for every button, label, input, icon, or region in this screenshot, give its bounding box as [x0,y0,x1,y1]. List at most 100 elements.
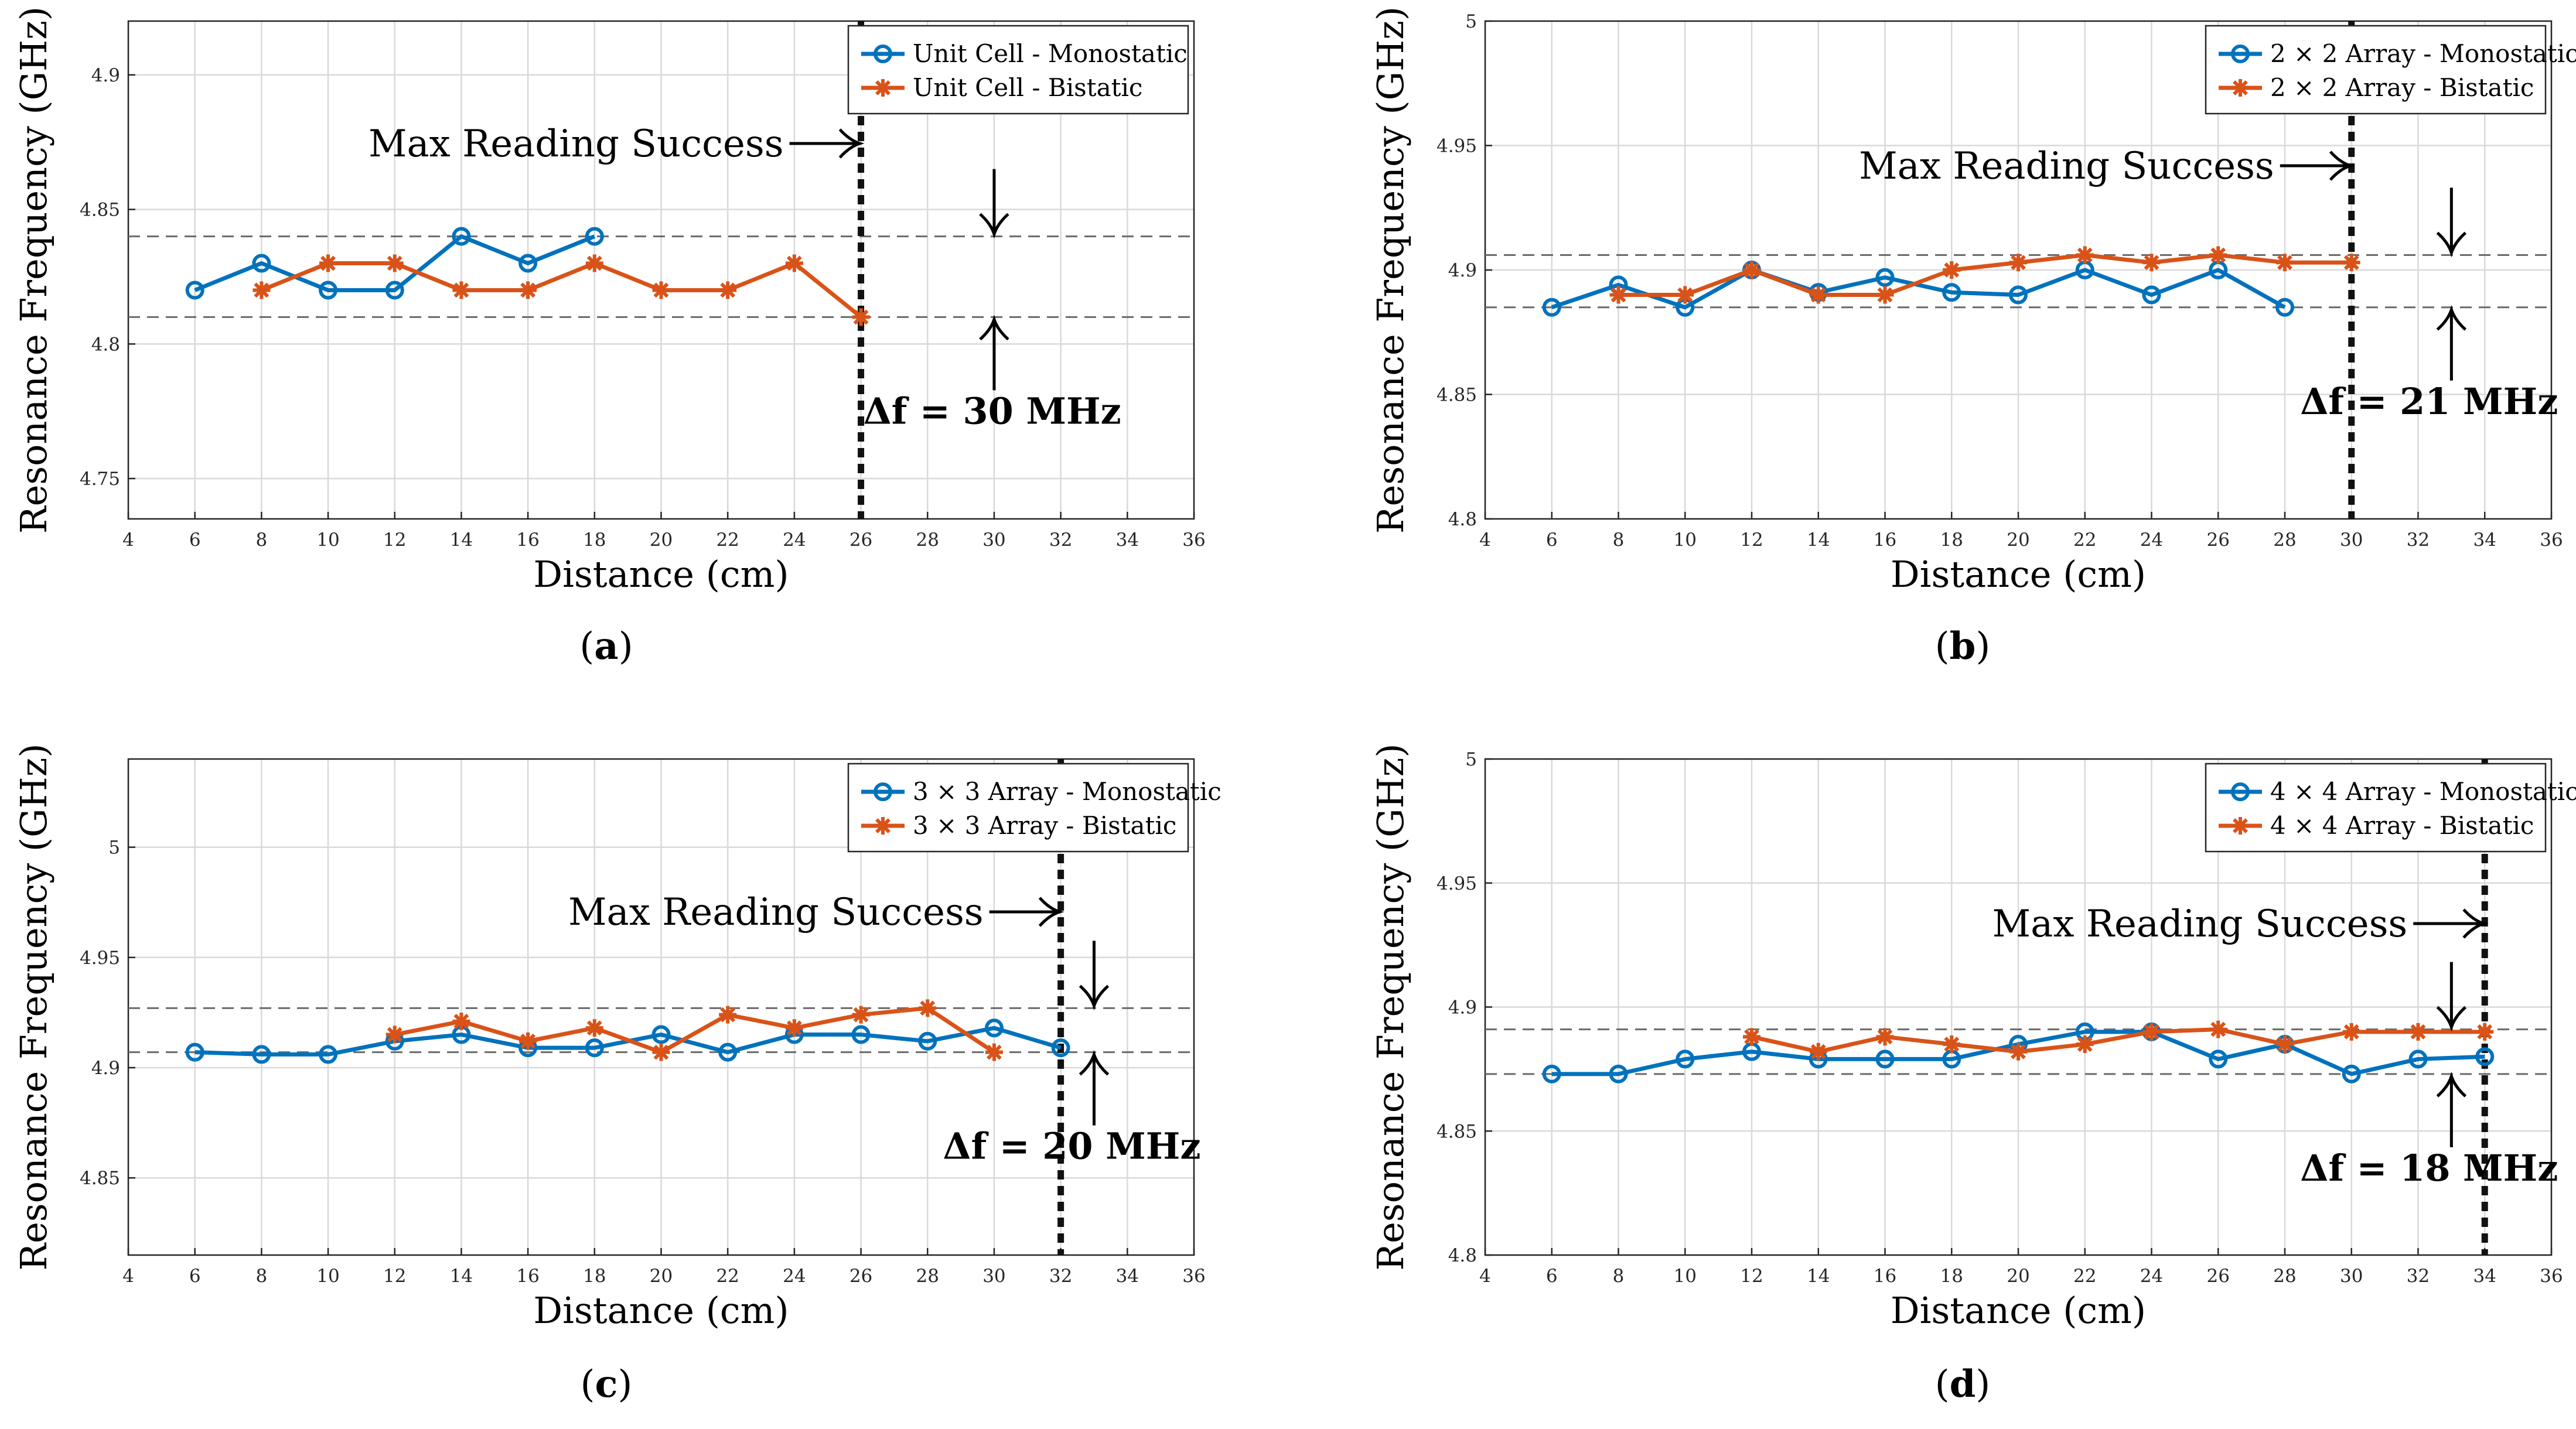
data-point-bistatic [1876,1028,1894,1046]
x-tick-label: 20 [650,1266,673,1287]
data-point-bistatic [452,1012,470,1030]
x-tick-label: 34 [1116,529,1139,551]
data-point-bistatic [452,281,470,299]
data-point-monostatic [585,1038,604,1058]
x-tick-label: 20 [2007,1266,2029,1287]
caption-paren: ( [581,1363,595,1406]
data-point-bistatic [1943,1035,1961,1054]
caption-paren: ( [1935,1363,1950,1406]
caption-paren: ) [619,625,633,668]
data-point-bistatic [2009,254,2027,272]
data-point-bistatic [2009,1042,2027,1061]
legend-box [847,25,1189,115]
data-point-monostatic [1676,1049,1695,1069]
delta-f-label: Δf = 30 MHz [864,389,1121,432]
x-tick-label: 22 [2073,1266,2096,1287]
panel-caption: (a) [579,624,633,668]
y-tick-label: 4.95 [1437,136,1477,157]
delta-bottom-arrow-head [2436,305,2467,331]
data-point-monostatic [2142,285,2161,305]
caption-paren: ) [1975,1363,1990,1406]
caption-paren: ( [1935,625,1950,668]
x-tick-label: 22 [716,1266,739,1287]
x-tick-label: 4 [1479,1266,1491,1287]
x-tick-label: 34 [2473,1266,2496,1287]
data-point-bistatic [1809,286,1827,304]
x-tick-label: 4 [122,529,134,551]
x-tick-label: 30 [982,1266,1005,1287]
x-axis-label: Distance (cm) [533,553,789,596]
data-point-bistatic [319,254,337,272]
delta-bottom-arrow-head [979,314,1009,341]
legend-swatch-marker [874,79,892,97]
x-tick-label: 28 [916,529,939,551]
legend-entry: Unit Cell - Monostatic [913,39,1188,68]
data-point-bistatic [1743,261,1760,279]
caption-letter: d [1950,1362,1976,1406]
chart-panel-b: 4 6 8 10 12 14 16 18 20 22 24 26 28 30 32 34 36 4.8 4.85 4.… [1369,6,2576,668]
caption-paren: ) [617,1363,632,1406]
data-point-bistatic [785,254,803,272]
delta-bottom-arrow-head [2436,1071,2467,1098]
data-point-bistatic [1676,286,1694,304]
legend-swatch-marker [2232,817,2249,835]
y-tick-label: 5 [1465,749,1477,770]
y-tick-label: 4.9 [1448,997,1477,1018]
data-point-monostatic [319,281,338,300]
x-tick-label: 20 [650,529,673,551]
y-axis-label: Resonance Frequency (GHz) [12,743,55,1270]
x-tick-label: 4 [122,1266,134,1287]
data-point-bistatic [1876,286,1894,304]
data-point-bistatic [919,999,937,1017]
data-point-bistatic [2209,246,2227,264]
x-tick-label: 36 [1182,529,1205,551]
data-point-bistatic [519,281,537,299]
x-tick-label: 28 [2273,529,2296,551]
x-tick-label: 32 [2407,1266,2430,1287]
x-tick-label: 16 [516,529,539,551]
plot-frame [127,20,1195,520]
plot-frame [1484,758,2553,1256]
data-point-bistatic [385,254,404,272]
x-tick-label: 14 [1807,1266,1830,1287]
y-axis-label: Resonance Frequency (GHz) [1369,743,1412,1270]
caption-letter: a [594,624,618,668]
x-tick-label: 18 [583,529,606,551]
delta-f-label: Δf = 20 MHz [943,1125,1200,1168]
x-tick-label: 10 [316,1266,339,1287]
max-reading-label: Max Reading Success [1859,145,2274,188]
y-tick-label: 5 [108,837,120,859]
x-tick-label: 18 [583,1266,606,1287]
data-point-monostatic [2475,1047,2495,1066]
data-point-bistatic [2342,254,2360,272]
legend-entry: 3 × 3 Array - Bistatic [913,811,1176,840]
y-tick-label: 4.85 [80,200,120,221]
x-tick-label: 30 [2340,1266,2363,1287]
x-tick-label: 10 [1674,1266,1697,1287]
data-point-bistatic [2142,1023,2161,1041]
panel-caption: (b) [1935,624,1991,668]
x-tick-label: 26 [2207,1266,2230,1287]
data-point-monostatic [718,1042,738,1062]
x-tick-label: 6 [1546,529,1558,551]
x-tick-label: 10 [316,529,339,551]
data-point-monostatic [1542,298,1561,317]
x-tick-label: 24 [2140,1266,2163,1287]
data-point-monostatic [1542,1064,1561,1083]
x-tick-label: 8 [256,529,268,551]
max-reading-label: Max Reading Success [1992,902,2408,946]
x-tick-label: 36 [2540,529,2563,551]
series-line-bistatic [1751,1027,2485,1054]
data-point-bistatic [1943,261,1961,279]
series-line-bistatic [1618,253,2352,297]
y-axis-label: Resonance Frequency (GHz) [12,6,55,534]
data-point-monostatic [918,1031,937,1051]
legend-swatch-marker [2231,45,2250,63]
data-point-monostatic [2275,298,2294,317]
x-tick-label: 14 [1807,529,1830,551]
x-tick-label: 14 [450,1266,473,1287]
x-tick-label: 34 [1116,1266,1139,1287]
panel-caption: (c) [581,1362,633,1406]
data-point-bistatic [985,1043,1003,1061]
legend-entry: 4 × 4 Array - Monostatic [2270,777,2576,806]
